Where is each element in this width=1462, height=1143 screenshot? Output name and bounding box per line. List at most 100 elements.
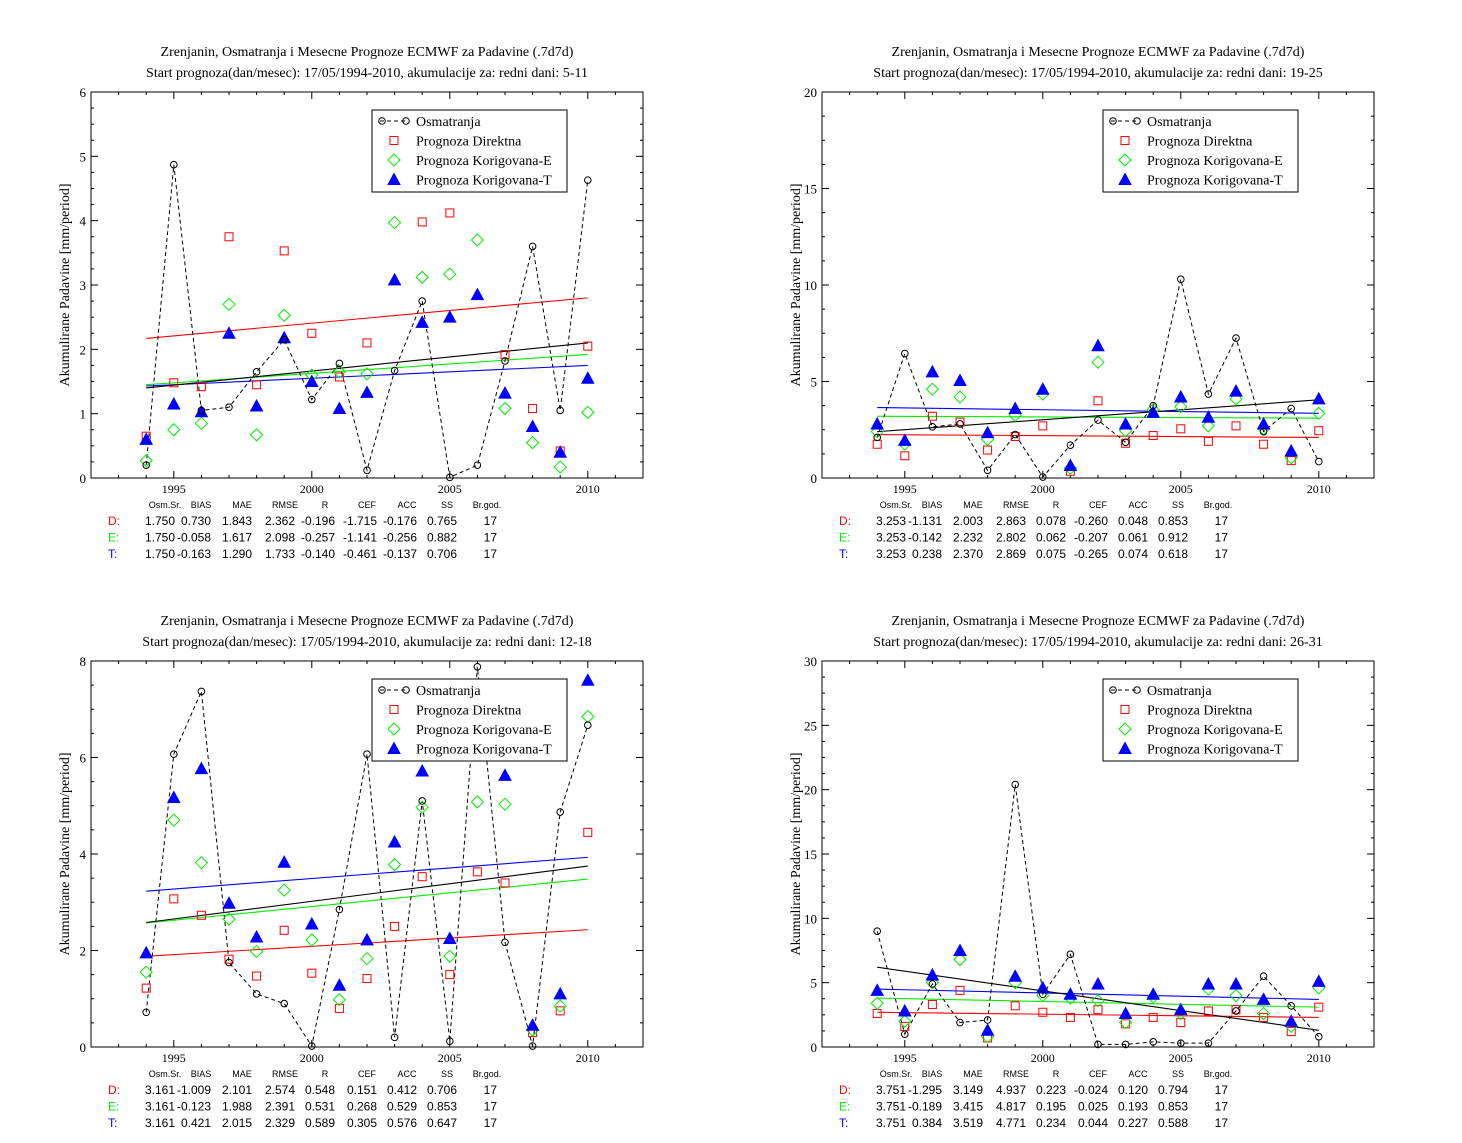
point-direct xyxy=(445,970,455,980)
point-corr_e xyxy=(1091,993,1105,1008)
stats-value: -1.131 xyxy=(908,514,942,528)
trend-line-obs xyxy=(877,399,1319,433)
point-corr_e xyxy=(167,423,181,437)
y-tick-label: 4 xyxy=(80,214,87,229)
point-corr_e xyxy=(305,933,319,947)
stats-value: 4.817 xyxy=(996,1100,1026,1114)
point-obs xyxy=(225,403,233,412)
stats-value: 0.062 xyxy=(1036,531,1066,545)
x-tick-label: 2005 xyxy=(438,1051,462,1065)
stats-value: -1.295 xyxy=(908,1083,942,1097)
stats-value: 0.706 xyxy=(427,547,457,561)
point-corr_e xyxy=(498,797,512,812)
point-obs xyxy=(308,1042,316,1050)
point-corr_e xyxy=(443,267,457,281)
point-direct xyxy=(417,217,427,227)
stats-value: 0.151 xyxy=(347,1083,377,1097)
point-corr_t xyxy=(387,834,402,848)
stats-row-label: T: xyxy=(839,547,848,561)
stats-header: MAE xyxy=(232,1069,252,1079)
y-tick-label: 1 xyxy=(80,407,87,422)
stats-value: 2.015 xyxy=(222,1116,252,1130)
stats-value: 3.161 xyxy=(145,1083,175,1097)
point-obs xyxy=(142,1008,150,1017)
point-direct xyxy=(1259,1012,1269,1022)
stats-row-label: E: xyxy=(108,1100,119,1114)
stats-value: -0.176 xyxy=(383,514,417,528)
stats-value: 17 xyxy=(1215,547,1229,561)
stats-value: 3.751 xyxy=(876,1100,906,1114)
stats-header: SS xyxy=(441,1069,453,1079)
stats-value: 0.234 xyxy=(1036,1116,1066,1130)
point-corr_e xyxy=(1312,406,1326,421)
stats-value: -0.260 xyxy=(1074,514,1108,528)
point-obs xyxy=(1177,275,1185,284)
point-direct xyxy=(983,445,993,455)
legend-marker-corr_t xyxy=(387,741,401,754)
stats-header: Osm.Sr. xyxy=(880,500,913,510)
trend-line-corr_e xyxy=(146,878,588,924)
stats-header: SS xyxy=(1172,500,1184,510)
point-corr_e xyxy=(870,424,884,439)
y-tick-label: 6 xyxy=(80,751,87,766)
point-corr_t xyxy=(1008,401,1023,415)
point-obs xyxy=(1232,1007,1240,1015)
stats-value: 0.706 xyxy=(427,1083,457,1097)
point-obs xyxy=(252,368,261,376)
point-direct xyxy=(141,983,151,993)
point-direct xyxy=(445,208,455,218)
legend-label-corr_t: Prognoza Korigovana-T xyxy=(416,174,552,189)
stats-header: R xyxy=(1053,1069,1060,1079)
stats-header: RMSE xyxy=(1003,1069,1029,1079)
stats-value: 0.223 xyxy=(1036,1083,1066,1097)
point-corr_t xyxy=(139,432,154,445)
point-corr_e xyxy=(1091,355,1105,369)
point-direct xyxy=(224,954,234,964)
trend-line-corr_t xyxy=(877,407,1319,414)
stats-value: -0.256 xyxy=(383,531,417,545)
legend-marker-obs xyxy=(1109,686,1117,694)
stats-value: 17 xyxy=(484,514,498,528)
point-direct xyxy=(169,378,179,388)
y-tick-label: 10 xyxy=(804,278,817,293)
stats-row-label: E: xyxy=(839,531,850,545)
stats-value: -0.189 xyxy=(908,1100,942,1114)
point-direct xyxy=(1231,421,1241,431)
legend-marker-corr_t xyxy=(1118,172,1132,185)
stats-value: 0.730 xyxy=(181,514,211,528)
y-tick-label: 2 xyxy=(80,342,87,357)
legend-label-corr_e: Prognoza Korigovana-E xyxy=(1147,154,1283,169)
y-tick-label: 8 xyxy=(80,654,87,669)
stats-value: 17 xyxy=(1215,1083,1229,1097)
stats-value: 1.843 xyxy=(222,514,252,528)
legend-marker-obs xyxy=(402,117,410,125)
point-obs xyxy=(1121,1040,1130,1049)
point-obs xyxy=(197,406,206,415)
point-direct xyxy=(1203,1006,1213,1016)
point-corr_t xyxy=(525,419,540,433)
point-corr_t xyxy=(332,978,347,991)
stats-value: 2.101 xyxy=(222,1083,252,1097)
stats-row-label: D: xyxy=(108,514,120,528)
stats-value: 0.794 xyxy=(1158,1083,1188,1097)
point-obs xyxy=(363,466,371,475)
point-obs xyxy=(1204,390,1213,398)
stats-value: 0.075 xyxy=(1036,547,1066,561)
y-tick-label: 2 xyxy=(80,944,87,959)
stats-value: 3.519 xyxy=(953,1116,983,1130)
chart-panel-1: Zrenjanin, Osmatranja i Mesecne Prognoze… xyxy=(58,45,644,561)
point-corr_t xyxy=(1229,384,1243,397)
stats-value: 0.529 xyxy=(387,1100,417,1114)
point-direct xyxy=(362,973,372,983)
point-obs xyxy=(584,721,592,729)
stats-value: 2.574 xyxy=(265,1083,295,1097)
legend-marker-corr_e xyxy=(1118,153,1132,167)
point-obs xyxy=(252,990,261,998)
stats-value: 0.765 xyxy=(427,514,457,528)
trend-line-obs xyxy=(146,342,588,389)
stats-header: ACC xyxy=(397,1069,417,1079)
stats-header: CEF xyxy=(358,500,377,510)
stats-header: RMSE xyxy=(272,1069,298,1079)
point-corr_e xyxy=(1118,1015,1133,1030)
point-corr_t xyxy=(222,326,236,339)
